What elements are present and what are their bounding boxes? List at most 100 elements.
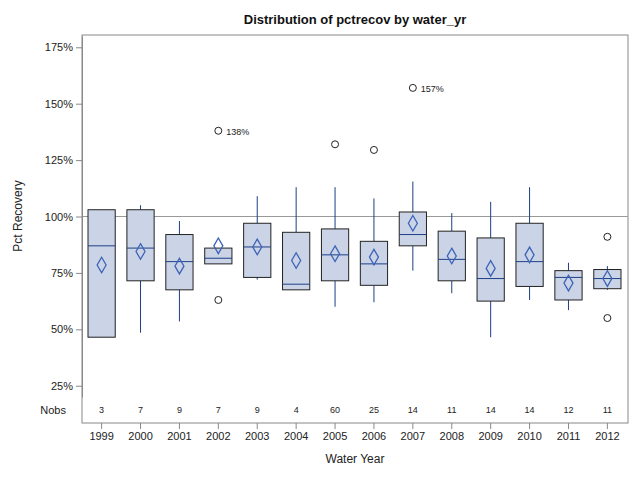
y-tick-mark	[76, 273, 82, 274]
mean-marker	[369, 249, 378, 265]
reference-line	[82, 216, 628, 217]
x-tick-label: 2009	[478, 430, 502, 442]
x-tick: 2006	[362, 423, 386, 442]
whisker-high	[373, 198, 374, 241]
x-tick: 1999	[89, 423, 113, 442]
x-tick: 2003	[245, 423, 269, 442]
x-tick-mark	[412, 423, 413, 429]
x-tick: 2007	[401, 423, 425, 442]
outlier	[215, 296, 222, 303]
mean-marker	[292, 253, 301, 269]
x-tick: 2001	[167, 423, 191, 442]
x-tick-mark	[257, 423, 258, 429]
box	[283, 232, 310, 290]
x-tick-label: 2007	[401, 430, 425, 442]
whisker-low	[335, 281, 336, 307]
x-tick: 2005	[323, 423, 347, 442]
nobs-value: 3	[99, 405, 104, 415]
chart: 138%157%25%50%75%100%125%150%175%1999200…	[0, 0, 640, 480]
median	[555, 277, 582, 278]
mean-marker	[253, 239, 262, 255]
mean-marker	[136, 244, 145, 260]
box	[360, 241, 387, 285]
median	[283, 284, 310, 285]
annotation: 138%	[226, 127, 249, 137]
mean-marker	[603, 271, 612, 287]
x-tick: 2008	[440, 423, 464, 442]
x-tick: 2009	[478, 423, 502, 442]
box	[555, 271, 582, 300]
box	[477, 238, 504, 301]
box	[438, 231, 465, 281]
nobs-value: 14	[408, 405, 418, 415]
box-group	[166, 221, 193, 321]
mean-marker	[331, 246, 340, 262]
box-group	[244, 196, 271, 279]
whisker-high	[568, 263, 569, 271]
x-tick-mark	[101, 423, 102, 429]
whisker-low	[568, 300, 569, 310]
y-axis-line	[82, 37, 83, 398]
median	[88, 245, 115, 246]
y-tick-mark	[76, 47, 82, 48]
nobs-value: 12	[563, 405, 573, 415]
outlier	[370, 146, 377, 153]
x-tick-mark	[490, 423, 491, 429]
box-group	[321, 141, 348, 307]
x-tick-label: 1999	[89, 430, 113, 442]
box-group	[594, 233, 621, 321]
x-axis: 1999 2000 2001 2002 2003 2004 2005 2006 2007 2008…	[89, 423, 622, 442]
nobs-value: 25	[369, 405, 379, 415]
x-axis-title: Water Year	[326, 452, 385, 466]
y-tick-mark	[76, 386, 82, 387]
whisker-high	[607, 266, 608, 269]
y-axis: 25%50%75%100%125%150%175%	[45, 37, 83, 398]
outlier	[409, 84, 416, 91]
y-tick: 25%	[51, 380, 82, 392]
box-group	[205, 127, 232, 303]
box-group	[438, 213, 465, 293]
box-group	[127, 205, 154, 332]
y-tick-label: 150%	[45, 98, 73, 110]
x-tick-mark	[335, 423, 336, 429]
x-tick: 2002	[206, 423, 230, 442]
whisker-high	[257, 196, 258, 223]
nobs-value: 14	[486, 405, 496, 415]
x-tick-mark	[179, 423, 180, 429]
whisker-high	[529, 187, 530, 223]
x-tick: 2000	[128, 423, 152, 442]
nobs-value: 9	[177, 405, 182, 415]
median	[594, 278, 621, 279]
x-tick: 2011	[557, 423, 581, 442]
y-tick-label: 50%	[51, 323, 73, 335]
y-tick-label: 25%	[51, 380, 73, 392]
plot-frame	[82, 35, 628, 423]
box-group	[283, 187, 310, 290]
box-group	[477, 202, 504, 337]
mean-marker	[447, 248, 456, 264]
x-tick: 2012	[595, 423, 619, 442]
y-tick-label: 125%	[45, 154, 73, 166]
mean-marker	[97, 257, 106, 273]
y-tick: 175%	[45, 41, 82, 53]
x-tick-label: 2008	[440, 430, 464, 442]
median	[321, 254, 348, 255]
box	[127, 210, 154, 281]
box	[594, 270, 621, 289]
whisker-low	[412, 246, 413, 271]
box	[166, 235, 193, 290]
nobs-value: 14	[525, 405, 535, 415]
whisker-high	[296, 187, 297, 232]
y-tick-label: 100%	[45, 211, 73, 223]
median	[399, 234, 426, 235]
chart-title: Distribution of pctrecov by water_yr	[244, 12, 467, 27]
y-tick: 100%	[45, 211, 82, 223]
mean-marker	[486, 261, 495, 277]
x-tick-mark	[451, 423, 452, 429]
whisker-high	[451, 213, 452, 231]
x-tick-label: 2004	[284, 430, 308, 442]
box-group	[360, 146, 387, 302]
box	[399, 212, 426, 246]
annotations: 138%157%	[226, 84, 444, 137]
nobs-value: 11	[603, 405, 612, 415]
